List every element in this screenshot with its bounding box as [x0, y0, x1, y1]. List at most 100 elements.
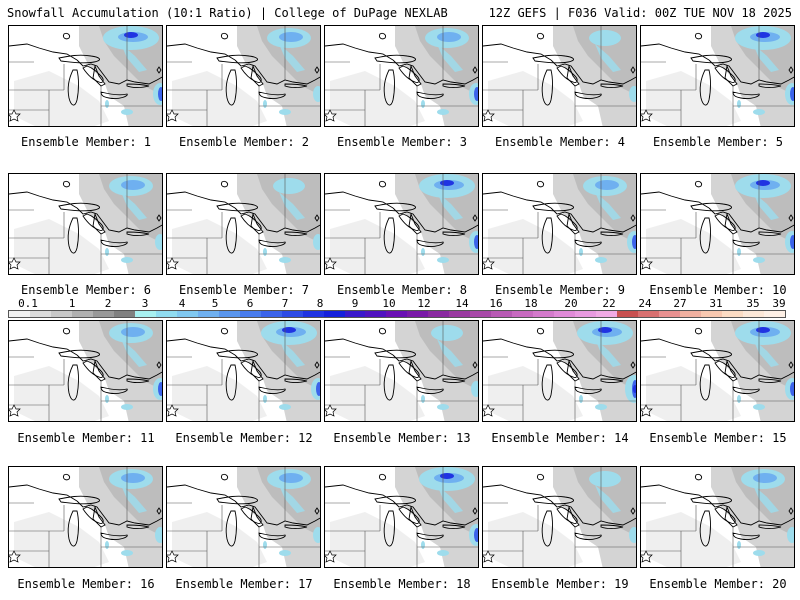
colorbar-swatch [197, 311, 219, 317]
colorbar-tick-label: 20 [564, 297, 578, 310]
colorbar-tick-label: 27 [673, 297, 687, 310]
colorbar-tick-label: 12 [417, 297, 431, 310]
colorbar-tick-label: 6 [246, 297, 254, 310]
ensemble-member-label: Ensemble Member: 2 [178, 135, 310, 149]
ensemble-member-label: Ensemble Member: 13 [333, 431, 471, 445]
run-valid-time: 12Z GEFS | F036 Valid: 00Z TUE NOV 18 20… [488, 6, 792, 20]
chart-title: Snowfall Accumulation (10:1 Ratio) | Col… [7, 6, 448, 20]
ensemble-member-map [8, 25, 163, 127]
ensemble-member-map [640, 173, 795, 275]
colorbar-swatch [386, 311, 408, 317]
colorbar-swatch [407, 311, 429, 317]
ensemble-member-label: Ensemble Member: 19 [491, 577, 629, 591]
colorbar-swatch [554, 311, 576, 317]
colorbar-tick-label: 4 [178, 297, 186, 310]
colorbar-tick-label: 35 [746, 297, 760, 310]
colorbar-swatch [365, 311, 387, 317]
colorbar-swatch [491, 311, 513, 317]
colorbar-tick-label: 39 [772, 297, 786, 310]
ensemble-member-label: Ensemble Member: 8 [336, 283, 468, 297]
colorbar-swatch [512, 311, 534, 317]
ensemble-member-label: Ensemble Member: 11 [17, 431, 155, 445]
colorbar-tick-label: 1 [68, 297, 76, 310]
colorbar-swatch [742, 311, 764, 317]
ensemble-member-label: Ensemble Member: 1 [20, 135, 152, 149]
colorbar-tick-label: 16 [489, 297, 503, 310]
ensemble-member-label: Ensemble Member: 12 [175, 431, 313, 445]
colorbar-swatch [260, 311, 282, 317]
ensemble-member-label: Ensemble Member: 16 [17, 577, 155, 591]
ensemble-member-label: Ensemble Member: 20 [649, 577, 787, 591]
ensemble-member-map [640, 25, 795, 127]
colorbar-tick-label: 7 [281, 297, 289, 310]
colorbar-swatch [596, 311, 618, 317]
colorbar-swatch [638, 311, 660, 317]
ensemble-member-map [8, 320, 163, 422]
colorbar-swatch [344, 311, 366, 317]
colorbar-swatch [323, 311, 345, 317]
colorbar-swatch [155, 311, 177, 317]
colorbar-swatch [659, 311, 680, 317]
ensemble-member-map [482, 320, 637, 422]
ensemble-member-label: Ensemble Member: 4 [494, 135, 626, 149]
colorbar-tick-label: 31 [709, 297, 723, 310]
colorbar-swatch [92, 311, 114, 317]
colorbar-swatch [763, 311, 785, 317]
colorbar-labels: 0.1 1 2 3 4 5 6 7 8 9 10 12 14 16 18 20 22 24 27 31 35 39 [8, 297, 786, 310]
colorbar-swatch [700, 311, 722, 317]
colorbar-swatch [470, 311, 492, 317]
ensemble-member-label: Ensemble Member: 10 [649, 283, 787, 297]
colorbar-swatch [9, 311, 30, 317]
ensemble-member-label: Ensemble Member: 9 [494, 283, 626, 297]
colorbar-swatch [575, 311, 597, 317]
colorbar-swatch [721, 311, 743, 317]
ensemble-member-map [8, 173, 163, 275]
ensemble-member-map [166, 25, 321, 127]
ensemble-member-map [324, 173, 479, 275]
ensemble-member-map [640, 466, 795, 568]
ensemble-member-map [324, 320, 479, 422]
colorbar-swatch [113, 311, 135, 317]
colorbar-swatch [71, 311, 93, 317]
colorbar-swatch [29, 311, 51, 317]
colorbar-tick-label: 3 [141, 297, 149, 310]
colorbar-swatch [50, 311, 72, 317]
ensemble-member-label: Ensemble Member: 3 [336, 135, 468, 149]
colorbar-swatch [533, 311, 555, 317]
colorbar-swatch [218, 311, 240, 317]
ensemble-member-label: Ensemble Member: 5 [652, 135, 784, 149]
colorbar [8, 310, 786, 318]
colorbar-tick-label: 22 [602, 297, 616, 310]
colorbar-swatch [281, 311, 303, 317]
colorbar-swatch [680, 311, 701, 317]
ensemble-member-map [8, 466, 163, 568]
colorbar-tick-label: 5 [211, 297, 219, 310]
colorbar-swatch [617, 311, 639, 317]
ensemble-member-map [166, 173, 321, 275]
ensemble-member-map [166, 320, 321, 422]
colorbar-tick-label: 18 [524, 297, 538, 310]
ensemble-member-label: Ensemble Member: 15 [649, 431, 787, 445]
ensemble-member-map [324, 25, 479, 127]
ensemble-member-map [482, 25, 637, 127]
ensemble-member-map [482, 173, 637, 275]
colorbar-swatch [428, 311, 450, 317]
colorbar-swatch [176, 311, 198, 317]
colorbar-swatch [302, 311, 324, 317]
ensemble-member-label: Ensemble Member: 18 [333, 577, 471, 591]
ensemble-member-map [166, 466, 321, 568]
colorbar-tick-label: 0.1 [18, 297, 38, 310]
colorbar-tick-label: 14 [455, 297, 469, 310]
ensemble-member-map [482, 466, 637, 568]
colorbar-tick-label: 2 [104, 297, 112, 310]
ensemble-member-label: Ensemble Member: 6 [20, 283, 152, 297]
colorbar-tick-label: 8 [316, 297, 324, 310]
colorbar-tick-label: 9 [351, 297, 359, 310]
ensemble-member-map [324, 466, 479, 568]
colorbar-tick-label: 10 [382, 297, 396, 310]
colorbar-swatch [134, 311, 156, 317]
colorbar-swatch [239, 311, 261, 317]
colorbar-swatch [449, 311, 471, 317]
ensemble-member-map [640, 320, 795, 422]
ensemble-member-label: Ensemble Member: 14 [491, 431, 629, 445]
